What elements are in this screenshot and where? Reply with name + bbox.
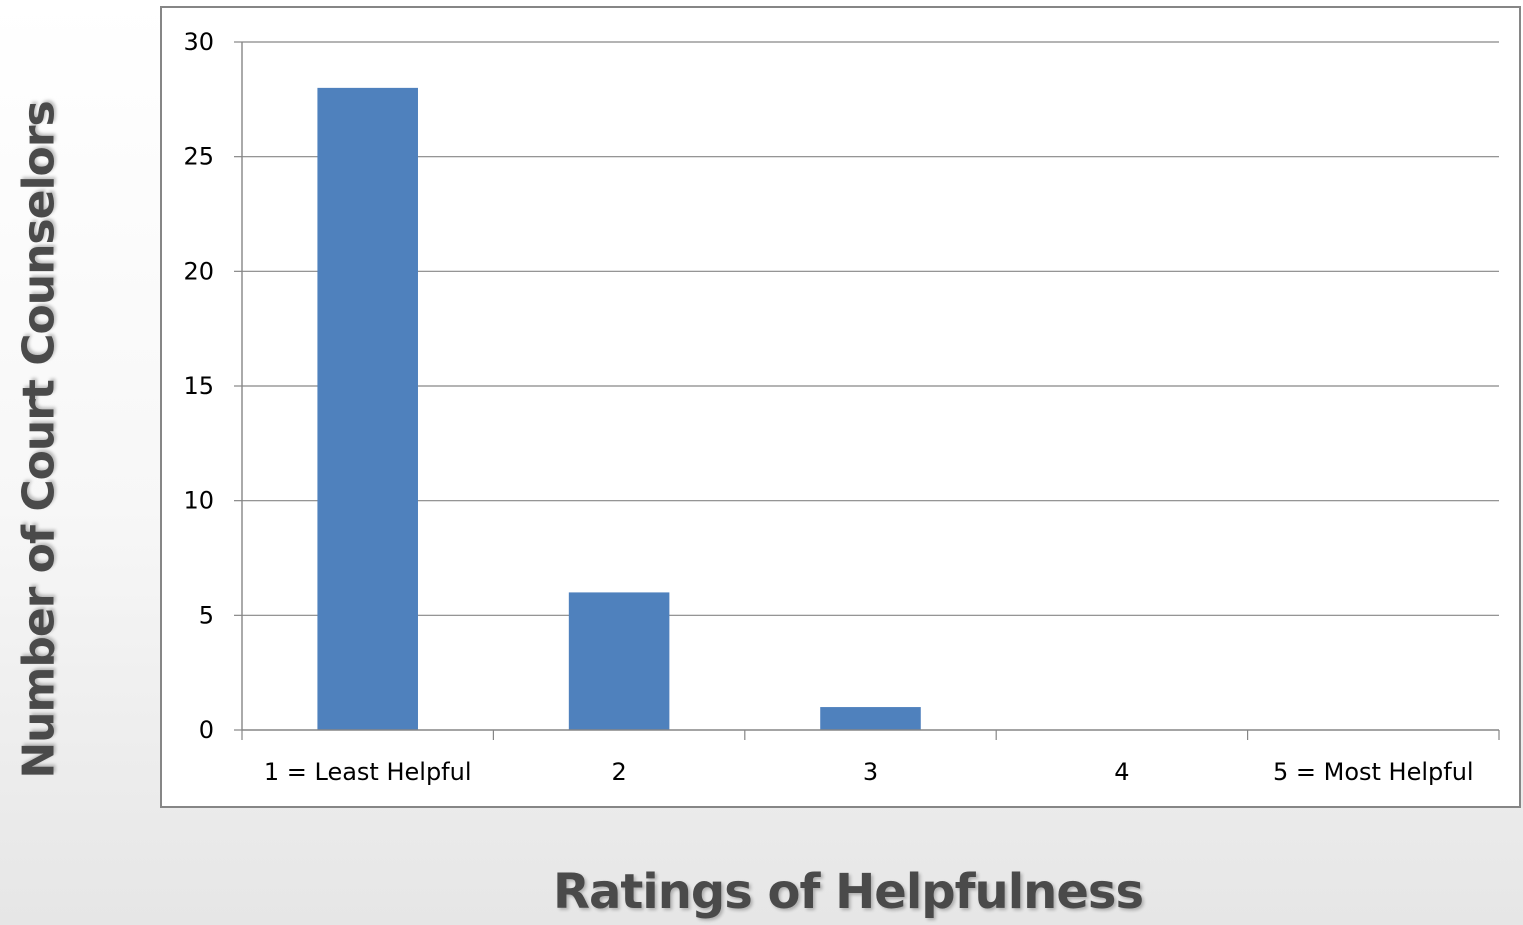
- x-tick-label: 5 = Most Helpful: [1273, 758, 1474, 786]
- y-tick-label: 0: [199, 716, 214, 744]
- bar: [820, 707, 921, 730]
- bar: [317, 87, 418, 730]
- y-tick-label: 20: [183, 257, 214, 285]
- x-axis-title: Ratings of Helpfulness: [552, 864, 1144, 920]
- bars: [317, 87, 921, 730]
- x-tick-label: 4: [1114, 758, 1129, 786]
- y-tick-label: 25: [183, 143, 214, 171]
- gridlines: [242, 41, 1499, 616]
- y-tick-label: 30: [183, 28, 214, 56]
- y-tick-label: 15: [183, 372, 214, 400]
- x-tick-label: 2: [611, 758, 626, 786]
- x-tick-label: 1 = Least Helpful: [264, 758, 472, 786]
- tick-labels: 0 5 10 15 20 25 30 1 = Least Helpful 2 3 4 5 = Most…: [183, 28, 1473, 786]
- y-tick-label: 10: [183, 487, 214, 515]
- y-tick-label: 5: [199, 601, 214, 629]
- axes: [234, 41, 1500, 740]
- y-axis-title: Number of Court Counselors: [13, 101, 65, 779]
- x-tick-label: 3: [863, 758, 878, 786]
- bar: [568, 592, 670, 730]
